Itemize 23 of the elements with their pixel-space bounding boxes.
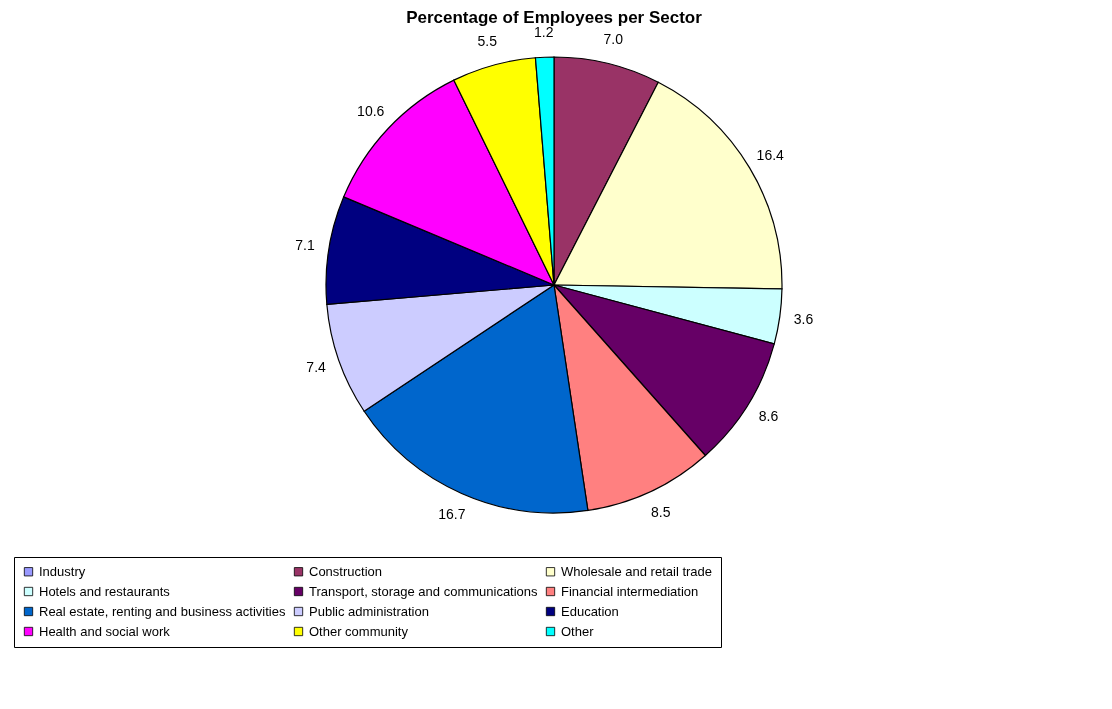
data-label: 16.4 (756, 146, 785, 163)
legend-label: Wholesale and retail trade (561, 563, 713, 579)
legend-label: Public administration (309, 603, 429, 619)
data-label: 8.6 (758, 408, 779, 425)
data-label: 8.5 (651, 504, 671, 521)
legend-label: Education (561, 603, 619, 619)
legend-label: Industry (39, 563, 86, 579)
data-label: 10.6 (357, 103, 385, 120)
legend-label: Real estate, renting and business activities (39, 603, 286, 619)
data-label: 7.1 (295, 236, 315, 253)
legend-label: Transport, storage and communications (309, 583, 539, 599)
chart-title: Percentage of Employees per Sector (406, 8, 703, 27)
data-label: 7.0 (603, 31, 624, 48)
legend-label: Financial intermediation (561, 583, 699, 599)
data-label: 16.7 (438, 506, 466, 523)
data-label: 5.5 (477, 33, 498, 49)
legend-label: Health and social work (39, 623, 171, 639)
legend-label: Other (561, 623, 595, 639)
legend-label: Hotels and restaurants (39, 583, 171, 599)
legend-label: Other community (309, 623, 409, 639)
data-label: 7.4 (306, 359, 327, 376)
data-label: 3.6 (793, 310, 814, 327)
legend-label: Construction (309, 563, 382, 579)
